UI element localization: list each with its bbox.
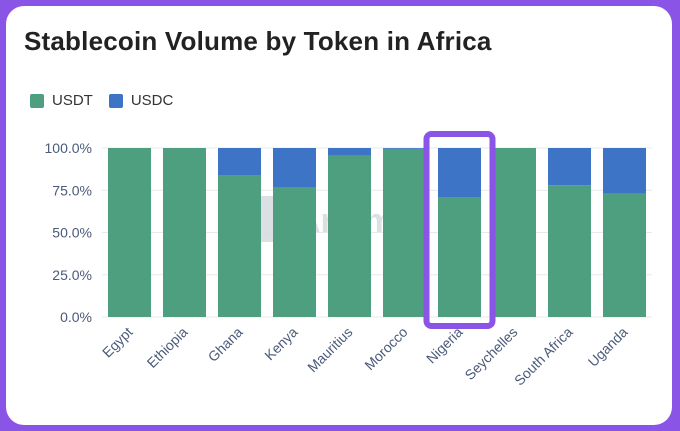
bar-usdt-seychelles bbox=[493, 148, 536, 317]
bar-usdt-south-africa bbox=[548, 185, 591, 317]
y-tick-label: 50.0% bbox=[52, 225, 92, 241]
x-tick-label: Seychelles bbox=[461, 324, 520, 383]
bar-usdc-mauritius bbox=[328, 148, 371, 156]
x-tick-label: Nigeria bbox=[423, 324, 466, 367]
x-tick-label: Egypt bbox=[99, 324, 136, 361]
x-tick-label: Morocco bbox=[361, 324, 410, 373]
y-tick-label: 100.0% bbox=[45, 140, 92, 156]
bar-usdc-uganda bbox=[603, 148, 646, 194]
bar-usdc-ghana bbox=[218, 148, 261, 176]
x-tick-label: Ethiopia bbox=[144, 324, 191, 371]
bar-usdc-nigeria bbox=[438, 148, 481, 198]
bar-usdc-morocco bbox=[383, 148, 426, 149]
bar-usdt-egypt bbox=[108, 148, 151, 317]
y-tick-label: 0.0% bbox=[60, 309, 92, 325]
bar-usdt-nigeria bbox=[438, 197, 481, 317]
legend-label-usdc: USDC bbox=[130, 92, 174, 109]
x-tick-label: Mauritius bbox=[304, 324, 355, 375]
legend-item-usdt[interactable]: USDT bbox=[30, 92, 93, 109]
bar-usdt-ghana bbox=[218, 175, 261, 317]
legend-label-usdt: USDT bbox=[52, 92, 93, 109]
x-tick-label: Uganda bbox=[585, 324, 631, 370]
bar-usdt-kenya bbox=[273, 187, 316, 317]
bar-usdc-south-africa bbox=[548, 148, 591, 186]
legend-swatch-usdt bbox=[30, 93, 44, 108]
legend-item-usdc[interactable]: USDC bbox=[108, 92, 174, 109]
bar-usdt-morocco bbox=[383, 148, 426, 317]
y-tick-label: 25.0% bbox=[52, 267, 92, 283]
x-tick-label: Kenya bbox=[261, 324, 301, 364]
chart-title: Stablecoin Volume by Token in Africa bbox=[24, 26, 492, 56]
bar-usdt-uganda bbox=[603, 193, 646, 317]
bar-usdc-kenya bbox=[273, 148, 316, 188]
x-tick-label: South Africa bbox=[511, 324, 576, 389]
bar-usdt-mauritius bbox=[328, 155, 371, 317]
legend: USDT USDC bbox=[30, 92, 189, 109]
bar-usdt-ethiopia bbox=[163, 148, 206, 317]
legend-swatch-usdc bbox=[108, 93, 123, 108]
highlight-box bbox=[423, 131, 496, 329]
y-tick-label: 75.0% bbox=[52, 182, 92, 198]
x-tick-label: Ghana bbox=[205, 324, 246, 365]
